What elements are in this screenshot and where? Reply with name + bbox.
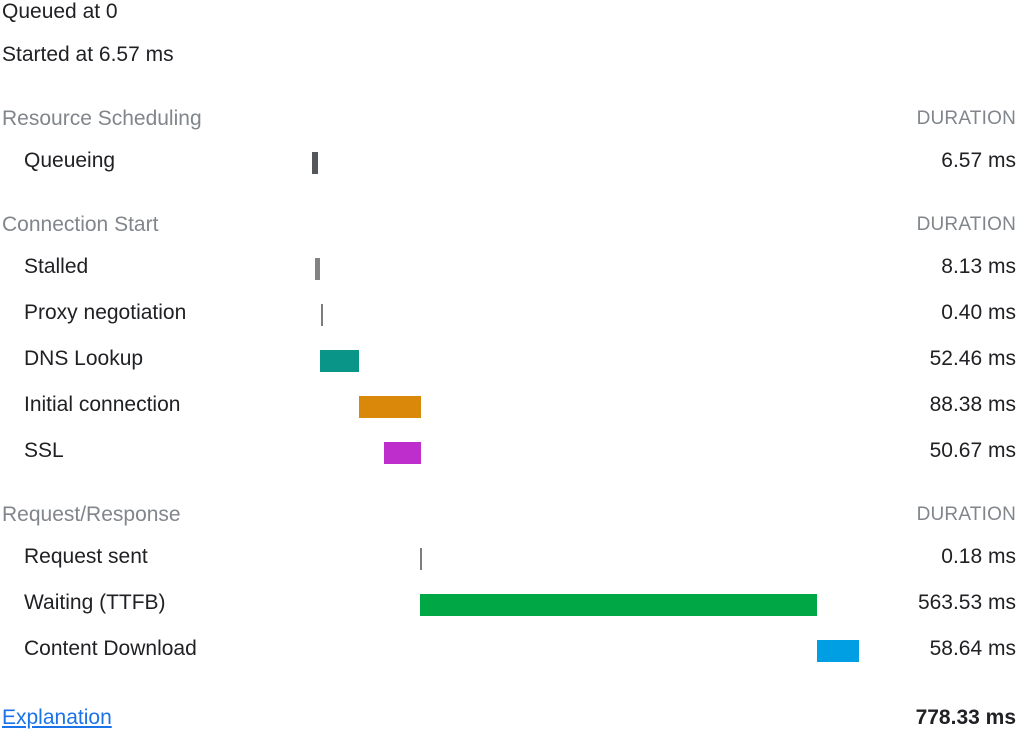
timing-bar <box>359 396 421 418</box>
timing-row[interactable]: Initial connection 88.38 ms <box>0 384 1018 430</box>
timing-row-label: Content Download <box>24 637 197 660</box>
timing-row-duration: 563.53 ms <box>917 591 1016 614</box>
timing-row-duration: 58.64 ms <box>929 637 1016 660</box>
timing-group: Connection Start DURATION Stalled 8.13 ms Pr… <box>0 208 1018 476</box>
timing-row[interactable]: Request sent 0.18 ms <box>0 536 1018 582</box>
timing-row-label: Queueing <box>24 149 116 172</box>
timing-group-header: Request/Response DURATION <box>0 498 1018 536</box>
timing-row-label: Request sent <box>24 545 148 568</box>
timing-footer: Explanation 778.33 ms <box>0 700 1018 742</box>
timing-row[interactable]: Content Download 58.64 ms <box>0 628 1018 674</box>
timing-bar <box>315 258 320 280</box>
timing-bar <box>321 304 323 326</box>
timing-group-title: Request/Response <box>2 503 181 526</box>
timing-row-duration: 0.40 ms <box>941 301 1016 324</box>
timing-row-duration: 8.13 ms <box>941 255 1016 278</box>
timing-row[interactable]: SSL 50.67 ms <box>0 430 1018 476</box>
timing-row-duration: 50.67 ms <box>929 439 1016 462</box>
timing-bar-lane <box>0 140 1018 186</box>
duration-column-header: DURATION <box>916 504 1016 525</box>
started-at-text: Started at 6.57 ms <box>2 43 174 66</box>
timing-bar-lane <box>0 246 1018 292</box>
timing-row[interactable]: Waiting (TTFB) 563.53 ms <box>0 582 1018 628</box>
timing-group: Resource Scheduling DURATION Queueing 6.57 … <box>0 102 1018 186</box>
timing-bar-lane <box>0 582 1018 628</box>
timing-group-header: Resource Scheduling DURATION <box>0 102 1018 140</box>
total-duration-value: 778.33 ms <box>915 706 1016 729</box>
duration-column-header: DURATION <box>916 214 1016 235</box>
timing-row-duration: 0.18 ms <box>941 545 1016 568</box>
timing-row-label: Proxy negotiation <box>24 301 187 324</box>
timing-bar <box>320 350 359 372</box>
timing-group: Request/Response DURATION Request sent 0.18… <box>0 498 1018 674</box>
timing-row-label: SSL <box>24 439 64 462</box>
timing-group-title: Connection Start <box>2 213 159 236</box>
timing-row[interactable]: DNS Lookup 52.46 ms <box>0 338 1018 384</box>
group-spacer <box>0 476 1018 498</box>
timing-bar-lane <box>0 292 1018 338</box>
timing-group-header: Connection Start DURATION <box>0 208 1018 246</box>
timing-bar-lane <box>0 338 1018 384</box>
timing-row-label: Stalled <box>24 255 89 278</box>
timing-bar-lane <box>0 384 1018 430</box>
timing-bar-lane <box>0 536 1018 582</box>
timing-row-label: Initial connection <box>24 393 181 416</box>
timing-row-duration: 88.38 ms <box>929 393 1016 416</box>
explanation-link[interactable]: Explanation <box>2 706 112 729</box>
timing-bar <box>420 594 817 616</box>
timing-row-duration: 6.57 ms <box>941 149 1016 172</box>
timing-bar-lane <box>0 628 1018 674</box>
timing-row[interactable]: Queueing 6.57 ms <box>0 140 1018 186</box>
timing-summary: Queued at 0 Started at 6.57 ms <box>0 0 1018 66</box>
timing-row[interactable]: Proxy negotiation 0.40 ms <box>0 292 1018 338</box>
group-spacer <box>0 186 1018 208</box>
timing-bar-lane <box>0 430 1018 476</box>
timing-row-label: Waiting (TTFB) <box>24 591 166 614</box>
duration-column-header: DURATION <box>916 108 1016 129</box>
queued-at-text: Queued at 0 <box>2 0 118 23</box>
timing-row[interactable]: Stalled 8.13 ms <box>0 246 1018 292</box>
timing-bar <box>420 548 422 570</box>
timing-row-duration: 52.46 ms <box>929 347 1016 370</box>
timing-group-title: Resource Scheduling <box>2 107 202 130</box>
timing-row-label: DNS Lookup <box>24 347 144 370</box>
timing-bar <box>384 442 421 464</box>
timing-bar <box>312 152 318 174</box>
timing-bar <box>817 640 859 662</box>
timing-table: Resource Scheduling DURATION Queueing 6.57 … <box>0 102 1018 674</box>
